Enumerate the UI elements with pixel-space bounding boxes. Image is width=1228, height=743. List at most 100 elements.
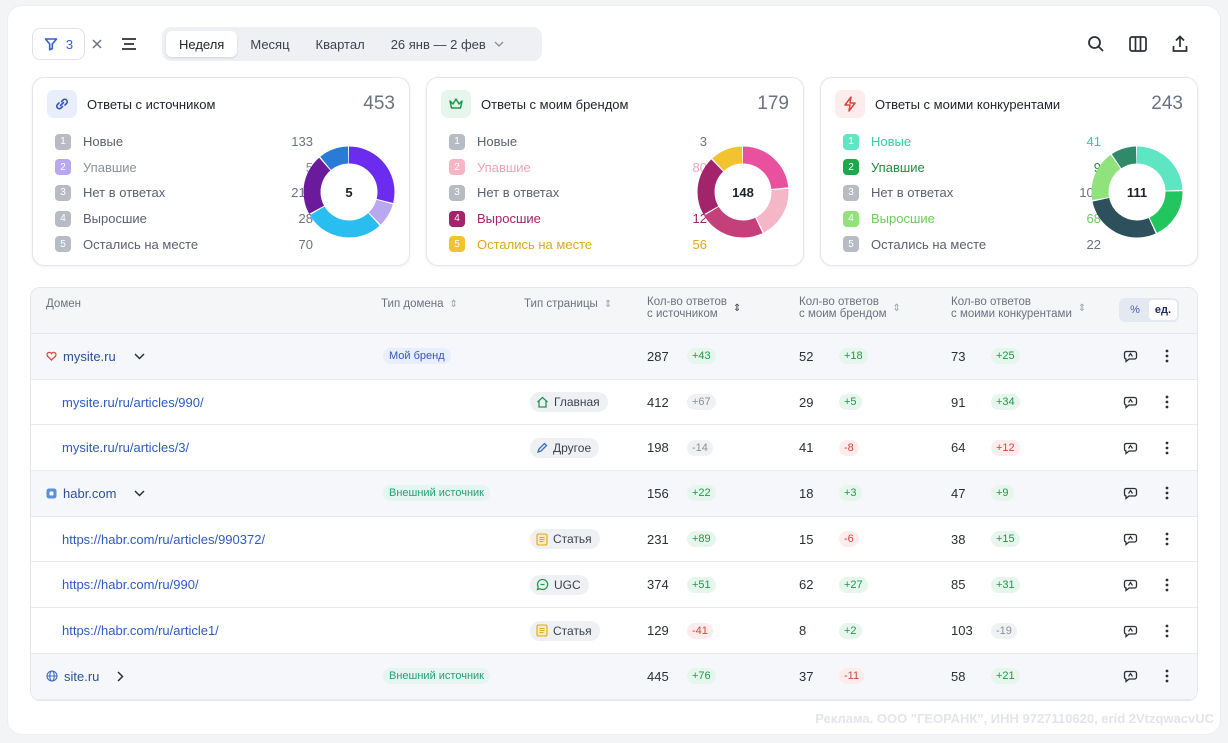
domain-name[interactable]: mysite.ru xyxy=(63,348,116,364)
more-icon[interactable] xyxy=(1165,608,1169,653)
more-icon[interactable] xyxy=(1165,380,1169,425)
donut-segment[interactable] xyxy=(1091,146,1183,238)
donut-segment[interactable] xyxy=(303,146,395,238)
brand-delta: +2 xyxy=(839,622,862,639)
ai-chat-icon[interactable] xyxy=(1123,380,1139,425)
search-icon[interactable] xyxy=(1086,34,1106,54)
date-range-dropdown[interactable]: 26 янв — 2 фев xyxy=(378,31,517,57)
legend-row[interactable]: 2 Упавшие 9 xyxy=(843,155,1101,181)
legend-index: 3 xyxy=(449,184,465,201)
chevron-down-icon[interactable] xyxy=(134,353,145,360)
page-url-link[interactable]: https://habr.com/ru/articles/990372/ xyxy=(62,531,266,547)
legend-index: 4 xyxy=(55,210,71,227)
source-count-cell: 287 +43 xyxy=(647,334,716,379)
ai-chat-icon[interactable] xyxy=(1123,608,1139,653)
more-icon[interactable] xyxy=(1165,563,1169,608)
ai-chat-icon[interactable] xyxy=(1123,517,1139,562)
unit-count-option[interactable]: ед. xyxy=(1149,300,1177,320)
legend-value: 56 xyxy=(692,236,707,252)
page-type-badge: Главная xyxy=(530,392,608,413)
page-url-link[interactable]: mysite.ru/ru/articles/3/ xyxy=(62,440,190,456)
legend-row[interactable]: 5 Остались на месте 56 xyxy=(449,231,707,257)
legend-row[interactable]: 1 Новые 41 xyxy=(843,129,1101,155)
more-icon[interactable] xyxy=(1165,334,1169,379)
legend-row[interactable]: 1 Новые 3 xyxy=(449,129,707,155)
legend-row[interactable]: 3 Нет в ответах 217 xyxy=(55,180,313,206)
card-header: Ответы с моим брендом 179 xyxy=(441,90,789,118)
more-icon[interactable] xyxy=(1165,517,1169,562)
competitors-count-cell: 85 +31 xyxy=(951,563,1020,608)
donut-segment[interactable] xyxy=(1091,146,1183,238)
header-domain[interactable]: Домен xyxy=(46,298,81,310)
chevron-down-icon[interactable] xyxy=(134,490,146,497)
heart-icon xyxy=(46,351,57,362)
ai-chat-icon[interactable] xyxy=(1123,471,1139,516)
donut-segment[interactable] xyxy=(697,146,789,238)
legend-row[interactable]: 3 Нет в ответах 2 xyxy=(449,180,707,206)
legend-row[interactable]: 4 Выросшие 12 xyxy=(449,206,707,232)
legend-row[interactable]: 1 Новые 133 xyxy=(55,129,313,155)
brand-delta: -6 xyxy=(839,531,859,548)
brand-count-cell: 62 +27 xyxy=(799,563,868,608)
domain-row[interactable]: habr.com Внешний источник 156 +22 18 +3 47 +9 xyxy=(31,471,1197,517)
donut-segment[interactable] xyxy=(697,146,789,238)
more-icon[interactable] xyxy=(1165,654,1169,699)
header-source-line2: с источником xyxy=(647,308,718,320)
legend-row[interactable]: 4 Выросшие 28 xyxy=(55,206,313,232)
clear-filter-icon[interactable] xyxy=(89,36,105,52)
more-icon[interactable] xyxy=(1165,425,1169,470)
legend-row[interactable]: 2 Упавшие 80 xyxy=(449,155,707,181)
domain-row[interactable]: mysite.ru Мой бренд 287 +43 52 +18 73 +25 xyxy=(31,334,1197,380)
header-domain-type[interactable]: Тип домена ⇕ xyxy=(381,298,458,310)
legend-row[interactable]: 2 Упавшие 5 xyxy=(55,155,313,181)
unit-percent-option[interactable]: % xyxy=(1130,304,1140,316)
page-row[interactable]: https://habr.com/ru/990/UGC 374 +51 62 +27 85… xyxy=(31,563,1197,609)
domain-type-badge: Внешний источник xyxy=(383,668,490,685)
domain-name[interactable]: habr.com xyxy=(63,485,117,501)
period-month[interactable]: Месяц xyxy=(250,36,290,52)
legend-row[interactable]: 5 Остались на месте 22 xyxy=(843,231,1101,257)
legend-row[interactable]: 4 Выросшие 68 xyxy=(843,206,1101,232)
legend-row[interactable]: 3 Нет в ответах 103 xyxy=(843,180,1101,206)
legend-value: 22 xyxy=(1086,236,1101,252)
export-icon[interactable] xyxy=(1170,34,1190,54)
card-legend: 1 Новые 133 2 Упавшие 5 3 Нет в ответах 217 4 Выро… xyxy=(55,129,313,257)
ai-chat-icon[interactable] xyxy=(1123,425,1139,470)
page-url-link[interactable]: https://habr.com/ru/990/ xyxy=(62,577,199,593)
page-row[interactable]: mysite.ru/ru/articles/990/Главная 412 +67 2… xyxy=(31,380,1197,426)
donut-segment[interactable] xyxy=(303,146,395,238)
sort-menu-icon[interactable] xyxy=(120,35,138,53)
header-source-count[interactable]: Кол-во ответов с источником ⇕ xyxy=(647,296,741,320)
donut-segment[interactable] xyxy=(303,146,395,238)
domain-row[interactable]: site.ru Внешний источник 445 +76 37 -11 58 +21 xyxy=(31,653,1197,700)
header-domain-label: Домен xyxy=(46,298,81,310)
competitors-count-cell: 73 +25 xyxy=(951,334,1020,379)
period-quarter[interactable]: Квартал xyxy=(315,36,365,52)
donut-segment[interactable] xyxy=(697,146,789,238)
columns-icon[interactable] xyxy=(1128,34,1148,54)
page-url-link[interactable]: mysite.ru/ru/articles/990/ xyxy=(62,394,204,410)
ai-chat-icon[interactable] xyxy=(1123,334,1139,379)
page-url-link[interactable]: https://habr.com/ru/article1/ xyxy=(62,623,219,639)
donut-segment[interactable] xyxy=(1091,146,1183,238)
ai-chat-icon[interactable] xyxy=(1123,654,1139,699)
header-brand-count[interactable]: Кол-во ответов с моим брендом ⇕ xyxy=(799,296,901,320)
page-row[interactable]: mysite.ru/ru/articles/3/Другое 198 -14 41 -8… xyxy=(31,425,1197,472)
page-row[interactable]: https://habr.com/ru/article1/Статья 129 -4… xyxy=(31,608,1197,654)
header-competitors-count[interactable]: Кол-во ответов с моими конкурентами ⇕ xyxy=(951,296,1086,320)
donut-segment[interactable] xyxy=(697,146,789,238)
legend-row[interactable]: 5 Остались на месте 70 xyxy=(55,231,313,257)
legend-label: Нет в ответах xyxy=(477,185,560,201)
donut-segment[interactable] xyxy=(1091,146,1183,238)
filter-button[interactable]: 3 xyxy=(32,28,85,60)
page-type-label: Статья xyxy=(553,532,592,547)
period-week[interactable]: Неделя xyxy=(166,31,238,57)
more-icon[interactable] xyxy=(1165,471,1169,516)
header-page-type[interactable]: Тип страницы ⇕ xyxy=(524,298,612,310)
page-type-badge: Статья xyxy=(530,620,600,641)
ai-chat-icon[interactable] xyxy=(1123,563,1139,608)
chevron-right-icon[interactable] xyxy=(117,671,124,682)
domain-name[interactable]: site.ru xyxy=(64,668,100,684)
legend-index: 3 xyxy=(843,184,859,201)
page-row[interactable]: https://habr.com/ru/articles/990372/Стат… xyxy=(31,517,1197,563)
